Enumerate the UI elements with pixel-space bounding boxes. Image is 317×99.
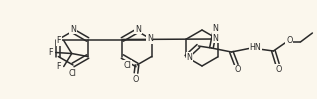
Text: O: O bbox=[234, 66, 241, 75]
Text: Cl: Cl bbox=[123, 61, 131, 70]
Text: N: N bbox=[212, 23, 218, 32]
Text: Cl: Cl bbox=[68, 69, 76, 79]
Text: N: N bbox=[135, 24, 141, 33]
Text: O: O bbox=[275, 65, 281, 73]
Text: N: N bbox=[186, 52, 192, 61]
Text: F: F bbox=[56, 62, 61, 71]
Text: O: O bbox=[133, 75, 139, 83]
Text: F: F bbox=[49, 48, 53, 57]
Text: N: N bbox=[70, 24, 76, 33]
Text: N: N bbox=[147, 34, 153, 43]
Text: F: F bbox=[56, 36, 61, 45]
Text: HN: HN bbox=[249, 42, 261, 51]
Text: O: O bbox=[286, 36, 293, 44]
Text: N: N bbox=[213, 33, 218, 42]
